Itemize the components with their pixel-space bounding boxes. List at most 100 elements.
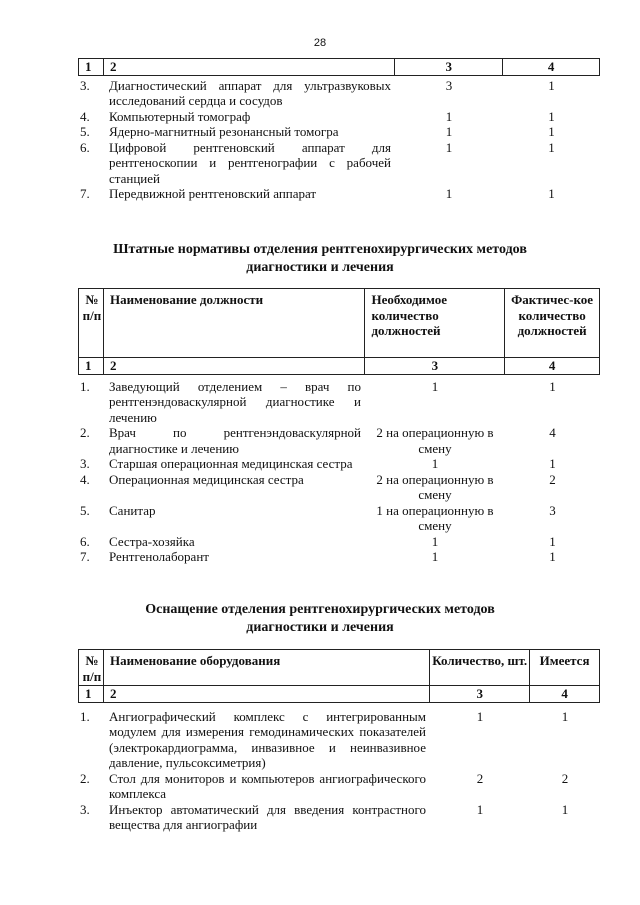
table-row: 1. Ангиографический комплекс с интегриров…	[78, 709, 600, 771]
page-number: 28	[313, 37, 327, 49]
equipment-table: № п/п Наименование оборудования Количество…	[78, 649, 600, 833]
table-row: 3. Старшая операционная медицинская сестр…	[78, 456, 600, 472]
table-row: 6. Цифровой рентгеновский аппарат для рен…	[78, 140, 600, 187]
table-row: 5. Ядерно-магнитный резонансный томогра 1 1	[78, 124, 600, 140]
row-actual: 1	[548, 77, 555, 93]
table-row: 4. Операционная медицинская сестра 2 на оп…	[78, 472, 600, 503]
row-name: Передвижной рентгеновский аппарат	[109, 186, 317, 201]
row-number: 7.	[80, 549, 90, 564]
row-number: 6.	[80, 533, 90, 549]
row-actual: 2	[561, 770, 569, 786]
equipment-title-line1: Оснащение отделения рентгенохирургически…	[145, 602, 495, 617]
row-actual: 1	[549, 378, 556, 394]
row-required: 2 на операционную в смену	[376, 471, 494, 503]
row-name: Санитар	[109, 502, 156, 518]
row-number: 7.	[80, 186, 90, 201]
row-number: 5.	[80, 124, 90, 139]
row-name: Диагностический аппарат для ультразвуков…	[109, 77, 391, 109]
table-row: 2. Врач по рентгенэндоваскулярной диагнос…	[78, 425, 600, 456]
column-header: Количество, шт.	[429, 650, 529, 685]
row-number: 4.	[80, 108, 90, 124]
column-number: 3	[394, 59, 502, 75]
row-required: 1	[445, 108, 453, 124]
row-required: 1	[445, 186, 453, 201]
staffing-title-line1: Штатные нормативы отделения рентгенохиру…	[113, 242, 527, 257]
row-name: Ангиографический комплекс с интегрирован…	[109, 708, 426, 771]
column-number: 4	[529, 686, 599, 702]
equipment-title-line2: диагностики и лечения	[246, 620, 394, 635]
column-header: Наименование оборудования	[102, 650, 429, 685]
row-actual: 3	[549, 502, 556, 518]
row-required: 1	[445, 124, 453, 139]
row-actual: 1	[548, 124, 555, 139]
row-required: 1	[431, 378, 439, 394]
table-row: 3. Диагностический аппарат для ультразвук…	[78, 78, 600, 109]
table-row: 4. Компьютерный томограф 1 1	[78, 109, 600, 125]
row-required: 1	[431, 456, 439, 471]
table-row: 3. Инъектор автоматический для введения к…	[78, 802, 600, 833]
equipment-table-continued: 1 2 3 4 3. Диагностический аппарат для ультра…	[78, 58, 600, 202]
row-name: Рентгенолаборант	[109, 549, 209, 564]
row-number: 6.	[80, 139, 90, 155]
row-actual: 1	[548, 108, 555, 124]
row-number: 3.	[80, 77, 90, 93]
row-actual: 1	[561, 708, 569, 724]
column-number: 1	[78, 59, 103, 75]
row-name: Врач по рентгенэндоваскулярной диагности…	[109, 425, 361, 456]
staffing-table: № п/п Наименование должности Необходимое к…	[78, 288, 600, 565]
row-number: 2.	[80, 425, 90, 440]
row-number: 3.	[80, 456, 90, 471]
column-number: 4	[504, 358, 599, 374]
row-name: Старшая операционная медицинская сестра	[109, 456, 353, 471]
row-required: 1	[476, 801, 484, 817]
row-name: Операционная медицинская сестра	[109, 471, 304, 487]
row-required: 1	[445, 139, 453, 155]
row-number: 3.	[80, 801, 90, 817]
table-row: 1. Заведующий отделением – врач по рентге…	[78, 379, 600, 426]
column-number: 3	[364, 358, 504, 374]
row-actual: 1	[549, 456, 556, 471]
row-actual: 1	[561, 801, 569, 817]
column-number: 3	[429, 686, 529, 702]
column-number: 2	[102, 686, 429, 702]
row-required: 2	[476, 770, 484, 786]
column-header: Имеется	[529, 650, 599, 685]
row-required: 1	[431, 549, 439, 564]
row-required: 3	[445, 77, 453, 93]
header-row: № п/п Наименование должности Необходимое к…	[78, 288, 600, 358]
row-number: 1.	[80, 708, 90, 724]
row-actual: 4	[549, 425, 556, 440]
row-required: 2 на операционную в смену	[376, 425, 494, 456]
row-name: Цифровой рентгеновский аппарат для рентг…	[109, 139, 391, 186]
row-actual: 2	[549, 471, 556, 487]
column-number: 4	[502, 59, 599, 75]
column-header: № п/п	[78, 650, 103, 685]
row-number: 1.	[80, 378, 90, 394]
table-row: 7. Рентгенолаборант 1 1	[78, 549, 600, 565]
column-header: Необходимое количество должностей	[364, 289, 504, 357]
row-number: 4.	[80, 471, 90, 487]
row-actual: 1	[548, 139, 555, 155]
staffing-title-line2: диагностики и лечения	[246, 260, 394, 275]
column-number: 2	[102, 358, 365, 374]
equipment-title: Оснащение отделения рентгенохирургически…	[0, 601, 640, 637]
row-name: Инъектор автоматический для введения кон…	[109, 801, 426, 833]
row-actual: 1	[548, 186, 555, 201]
row-name: Компьютерный томограф	[109, 108, 251, 124]
column-header: Фактичес-кое количество должностей	[504, 289, 599, 357]
row-number: 2.	[80, 770, 90, 786]
table-row: 5. Санитар 1 на операционную в смену 3	[78, 503, 600, 534]
row-required: 1	[431, 533, 439, 549]
row-name: Сестра-хозяйка	[109, 533, 195, 549]
table-row: 7. Передвижной рентгеновский аппарат 1 1	[78, 186, 600, 202]
row-name: Стол для мониторов и компьютеров ангиогр…	[109, 770, 426, 802]
row-actual: 1	[549, 549, 556, 564]
row-name: Ядерно-магнитный резонансный томогра	[109, 124, 339, 139]
table-row: 6. Сестра-хозяйка 1 1	[78, 534, 600, 550]
staffing-title: Штатные нормативы отделения рентгенохиру…	[0, 241, 640, 277]
table-row: 2. Стол для мониторов и компьютеров ангио…	[78, 771, 600, 802]
row-actual: 1	[549, 533, 556, 549]
